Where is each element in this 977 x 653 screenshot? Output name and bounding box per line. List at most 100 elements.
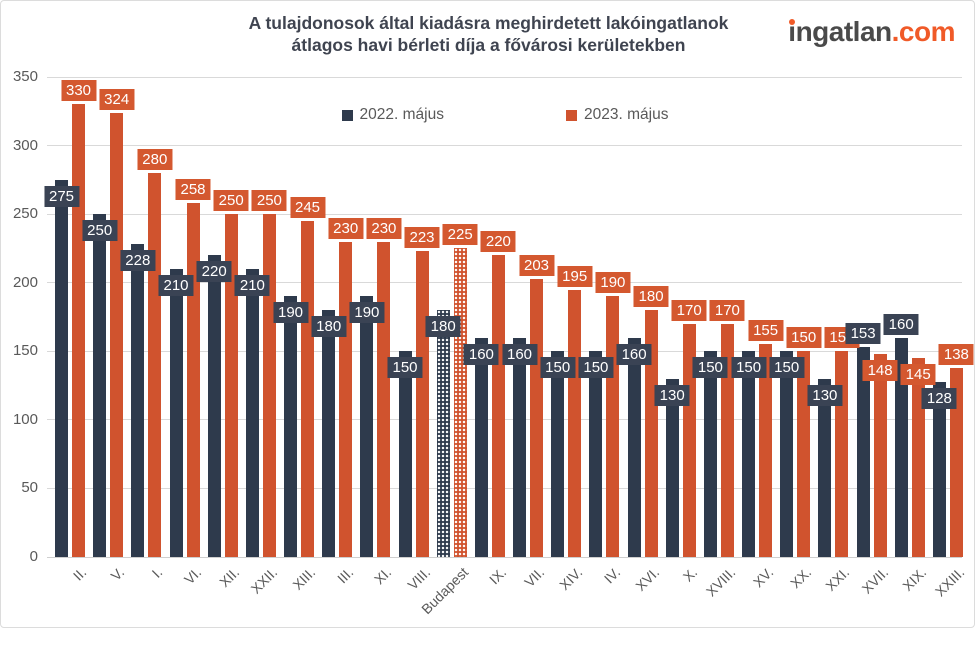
chart-title-line1: A tulajdonosok által kiadásra meghirdete… — [248, 13, 729, 33]
bar-2022-m-jus-I — [131, 244, 145, 557]
bar-2023-m-jus-VII — [530, 278, 543, 557]
bar-2022-m-jus-XII — [207, 255, 221, 557]
legend-label-2022: 2022. május — [359, 106, 444, 123]
bar-2023-m-jus-XIII — [301, 221, 314, 557]
y-tick-label: 250 — [12, 205, 38, 223]
bar-2023-m-jus-XVII — [873, 354, 887, 557]
value-label-2022: 150 — [578, 357, 614, 379]
value-label-2022: 130 — [654, 384, 690, 406]
value-label-2022: 210 — [158, 275, 194, 296]
bar-2023-m-jus-XIV — [568, 289, 582, 557]
chart-plot-area: 0 50 100 150 200 250 300 350 II. V. I. VI. XII. XXII.… — [12, 68, 974, 617]
value-label-2023: 148 — [862, 360, 898, 381]
bar-2023-m-jus-III — [339, 241, 353, 557]
logo-brand-text: ngatlan — [795, 16, 893, 47]
y-tick-label: 0 — [29, 548, 38, 565]
bar-2022-m-jus-Budapest — [436, 310, 450, 557]
bar-2022-m-jus-XIX — [894, 337, 908, 557]
bar-2023-m-jus-XII — [224, 214, 238, 557]
bar-2022-m-jus-XXII — [245, 269, 259, 557]
y-tick-label: 100 — [12, 410, 38, 428]
ingatlan-com-logo: i ngatlan.com — [788, 16, 955, 48]
value-label-2023: 150 — [786, 327, 822, 349]
bar-2023-m-jus-XXIII — [949, 367, 963, 557]
value-label-2022: 150 — [731, 357, 767, 379]
bar-2023-m-jus-VI — [186, 203, 200, 557]
y-tick-label: 50 — [21, 479, 38, 497]
bar-2022-m-jus-XXI — [818, 378, 832, 557]
value-label-2023: 155 — [748, 320, 784, 342]
bar-2023-m-jus-XXII — [262, 214, 276, 557]
bar-2022-m-jus-V — [93, 214, 107, 557]
value-label-2023: 245 — [289, 197, 326, 218]
bar-2023-m-jus-IV — [606, 296, 620, 557]
bar-2022-m-jus-XVIII — [703, 351, 717, 557]
value-label-2022: 130 — [807, 384, 843, 406]
bar-2023-m-jus-Budapest — [453, 248, 467, 557]
value-label-2022: 160 — [463, 343, 499, 365]
value-label-2022: 190 — [349, 302, 385, 324]
value-label-2023: 225 — [442, 224, 478, 246]
value-label-2023: 170 — [671, 299, 707, 321]
bar-2022-m-jus-VI — [169, 269, 183, 557]
bar-2023-m-jus-XV — [759, 344, 773, 557]
bar-2023-m-jus-IX — [491, 255, 505, 557]
grid-line — [47, 556, 962, 558]
legend-swatch-2022-icon — [341, 109, 353, 121]
y-tick-label: 300 — [12, 136, 38, 154]
bar-2022-m-jus-IX — [474, 337, 488, 557]
legend-item-2022: 2022. május — [341, 106, 444, 124]
bar-2022-m-jus-XVII — [856, 347, 870, 557]
chart-title: A tulajdonosok által kiadásra meghirdete… — [0, 12, 977, 56]
value-label-2023: 138 — [938, 343, 974, 365]
logo-orange-dot-icon — [789, 19, 796, 25]
value-label-2023: 220 — [480, 231, 516, 253]
value-label-2023: 250 — [251, 190, 287, 212]
value-label-2023: 203 — [518, 254, 555, 276]
value-label-2022: 150 — [769, 357, 805, 379]
bar-2023-m-jus-I — [148, 173, 162, 557]
value-label-2023: 280 — [137, 149, 173, 170]
bar-2022-m-jus-XV — [742, 351, 756, 557]
y-tick-label: 150 — [12, 342, 38, 360]
chart-title-line2: átlagos havi bérleti díja a fővárosi ker… — [291, 35, 686, 55]
value-label-2023: 223 — [404, 227, 440, 249]
bar-2023-m-jus-VIII — [415, 251, 429, 557]
value-label-2022: 180 — [311, 316, 347, 338]
value-label-2023: 250 — [213, 190, 249, 212]
bar-2022-m-jus-XIII — [284, 296, 297, 557]
value-label-2023: 180 — [633, 286, 669, 308]
legend-swatch-2023-icon — [566, 109, 577, 121]
value-label-2023: 170 — [709, 299, 745, 321]
value-label-2022: 210 — [234, 275, 270, 296]
value-label-2022: 190 — [272, 302, 309, 324]
grid-line — [47, 76, 962, 78]
y-tick-label: 200 — [12, 273, 38, 291]
y-tick-label: 350 — [12, 68, 38, 85]
bar-2022-m-jus-II — [55, 179, 68, 557]
bar-2023-m-jus-XVI — [644, 310, 658, 557]
bar-2023-m-jus-XIX — [911, 358, 925, 557]
bar-2023-m-jus-II — [72, 104, 85, 557]
bar-2022-m-jus-XIV — [551, 351, 565, 557]
bar-2022-m-jus-X — [665, 378, 679, 557]
bar-2022-m-jus-III — [322, 310, 336, 557]
bar-2022-m-jus-XI — [360, 296, 374, 557]
value-label-2023: 190 — [595, 272, 631, 294]
bar-2022-m-jus-IV — [589, 351, 603, 557]
value-label-2023: 230 — [328, 217, 364, 239]
bar-2022-m-jus-VII — [513, 337, 526, 557]
value-label-2022: 128 — [921, 387, 957, 409]
value-label-2022: 228 — [120, 250, 156, 272]
value-label-2022: 150 — [692, 357, 728, 379]
value-label-2022: 150 — [540, 357, 576, 379]
bar-2022-m-jus-VIII — [398, 351, 412, 557]
value-label-2022: 220 — [196, 261, 232, 283]
value-label-2022: 153 — [845, 323, 881, 345]
value-label-2022: 150 — [387, 357, 423, 379]
value-label-2022: 250 — [82, 220, 118, 242]
grid-line — [47, 145, 962, 147]
bar-2023-m-jus-XX — [797, 351, 811, 557]
value-label-2023: 330 — [60, 80, 97, 102]
logo-letter-i: i — [788, 16, 796, 47]
